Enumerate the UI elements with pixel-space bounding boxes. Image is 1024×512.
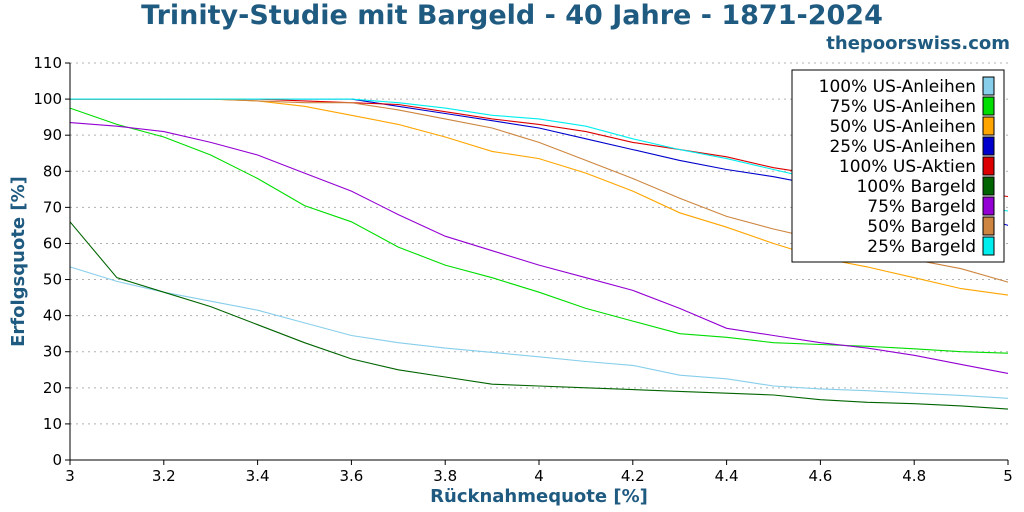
chart-title: Trinity-Studie mit Bargeld - 40 Jahre - … xyxy=(141,0,883,31)
y-tick-label: 100 xyxy=(33,90,62,108)
y-tick-label: 10 xyxy=(43,415,62,433)
series-line-2 xyxy=(69,107,1009,354)
x-ticks: 3 3.2 3.4 3.6 3.8 4 4.2 4.4 4.6 4.8 5 xyxy=(65,460,1013,485)
y-tick-label: 0 xyxy=(52,451,62,469)
y-tick-label: 70 xyxy=(43,198,62,216)
y-ticks: 0 10 20 30 40 50 60 70 80 90 100 110 xyxy=(33,54,70,469)
legend-swatch xyxy=(982,216,995,236)
series-line-1 xyxy=(69,266,1009,399)
y-tick-label: 50 xyxy=(43,271,62,289)
y-tick-label: 40 xyxy=(43,307,62,325)
legend-label: 50% US-Anleihen xyxy=(829,117,976,137)
legend-swatch xyxy=(982,76,995,96)
legend-label: 75% US-Anleihen xyxy=(829,97,976,117)
legend-label: 100% US-Anleihen xyxy=(819,77,976,97)
legend-swatch xyxy=(982,176,995,196)
legend-label: 25% US-Anleihen xyxy=(829,137,976,157)
x-tick-label: 4.2 xyxy=(621,467,645,485)
x-tick-label: 4.4 xyxy=(715,467,739,485)
legend-label: 100% US-Aktien xyxy=(839,157,976,177)
y-axis-title: Erfolgsquote [%] xyxy=(8,176,29,347)
y-tick-label: 60 xyxy=(43,234,62,252)
x-tick-label: 4.6 xyxy=(808,467,832,485)
legend-label: 50% Bargeld xyxy=(867,217,976,237)
y-tick-label: 110 xyxy=(33,54,62,72)
legend-swatch xyxy=(982,116,995,136)
source-label: thepoorswiss.com xyxy=(826,33,1010,54)
x-tick-label: 3.4 xyxy=(246,467,270,485)
legend-swatch xyxy=(982,136,995,156)
legend-swatch xyxy=(982,236,995,256)
legend-label: 75% Bargeld xyxy=(867,197,976,217)
x-tick-label: 4.8 xyxy=(902,467,926,485)
x-tick-label: 3.2 xyxy=(152,467,176,485)
x-tick-label: 3.8 xyxy=(433,467,457,485)
legend-box xyxy=(791,69,1005,263)
legend-label: 25% Bargeld xyxy=(867,237,976,257)
y-tick-label: 90 xyxy=(43,126,62,144)
y-tick-label: 30 xyxy=(43,343,62,361)
y-tick-label: 20 xyxy=(43,379,62,397)
x-axis-title: Rücknahmequote [%] xyxy=(430,486,648,507)
legend-label: 100% Bargeld xyxy=(856,177,976,197)
y-tick-label: 80 xyxy=(43,162,62,180)
x-tick-label: 3 xyxy=(65,467,75,485)
legend-swatch xyxy=(982,156,995,176)
legend-swatch xyxy=(982,96,995,116)
series-line-6 xyxy=(69,221,1009,410)
x-tick-label: 5 xyxy=(1003,467,1013,485)
legend-swatch xyxy=(982,196,995,216)
x-tick-label: 3.6 xyxy=(339,467,363,485)
series-line-7 xyxy=(69,122,1009,374)
x-tick-label: 4 xyxy=(534,467,544,485)
